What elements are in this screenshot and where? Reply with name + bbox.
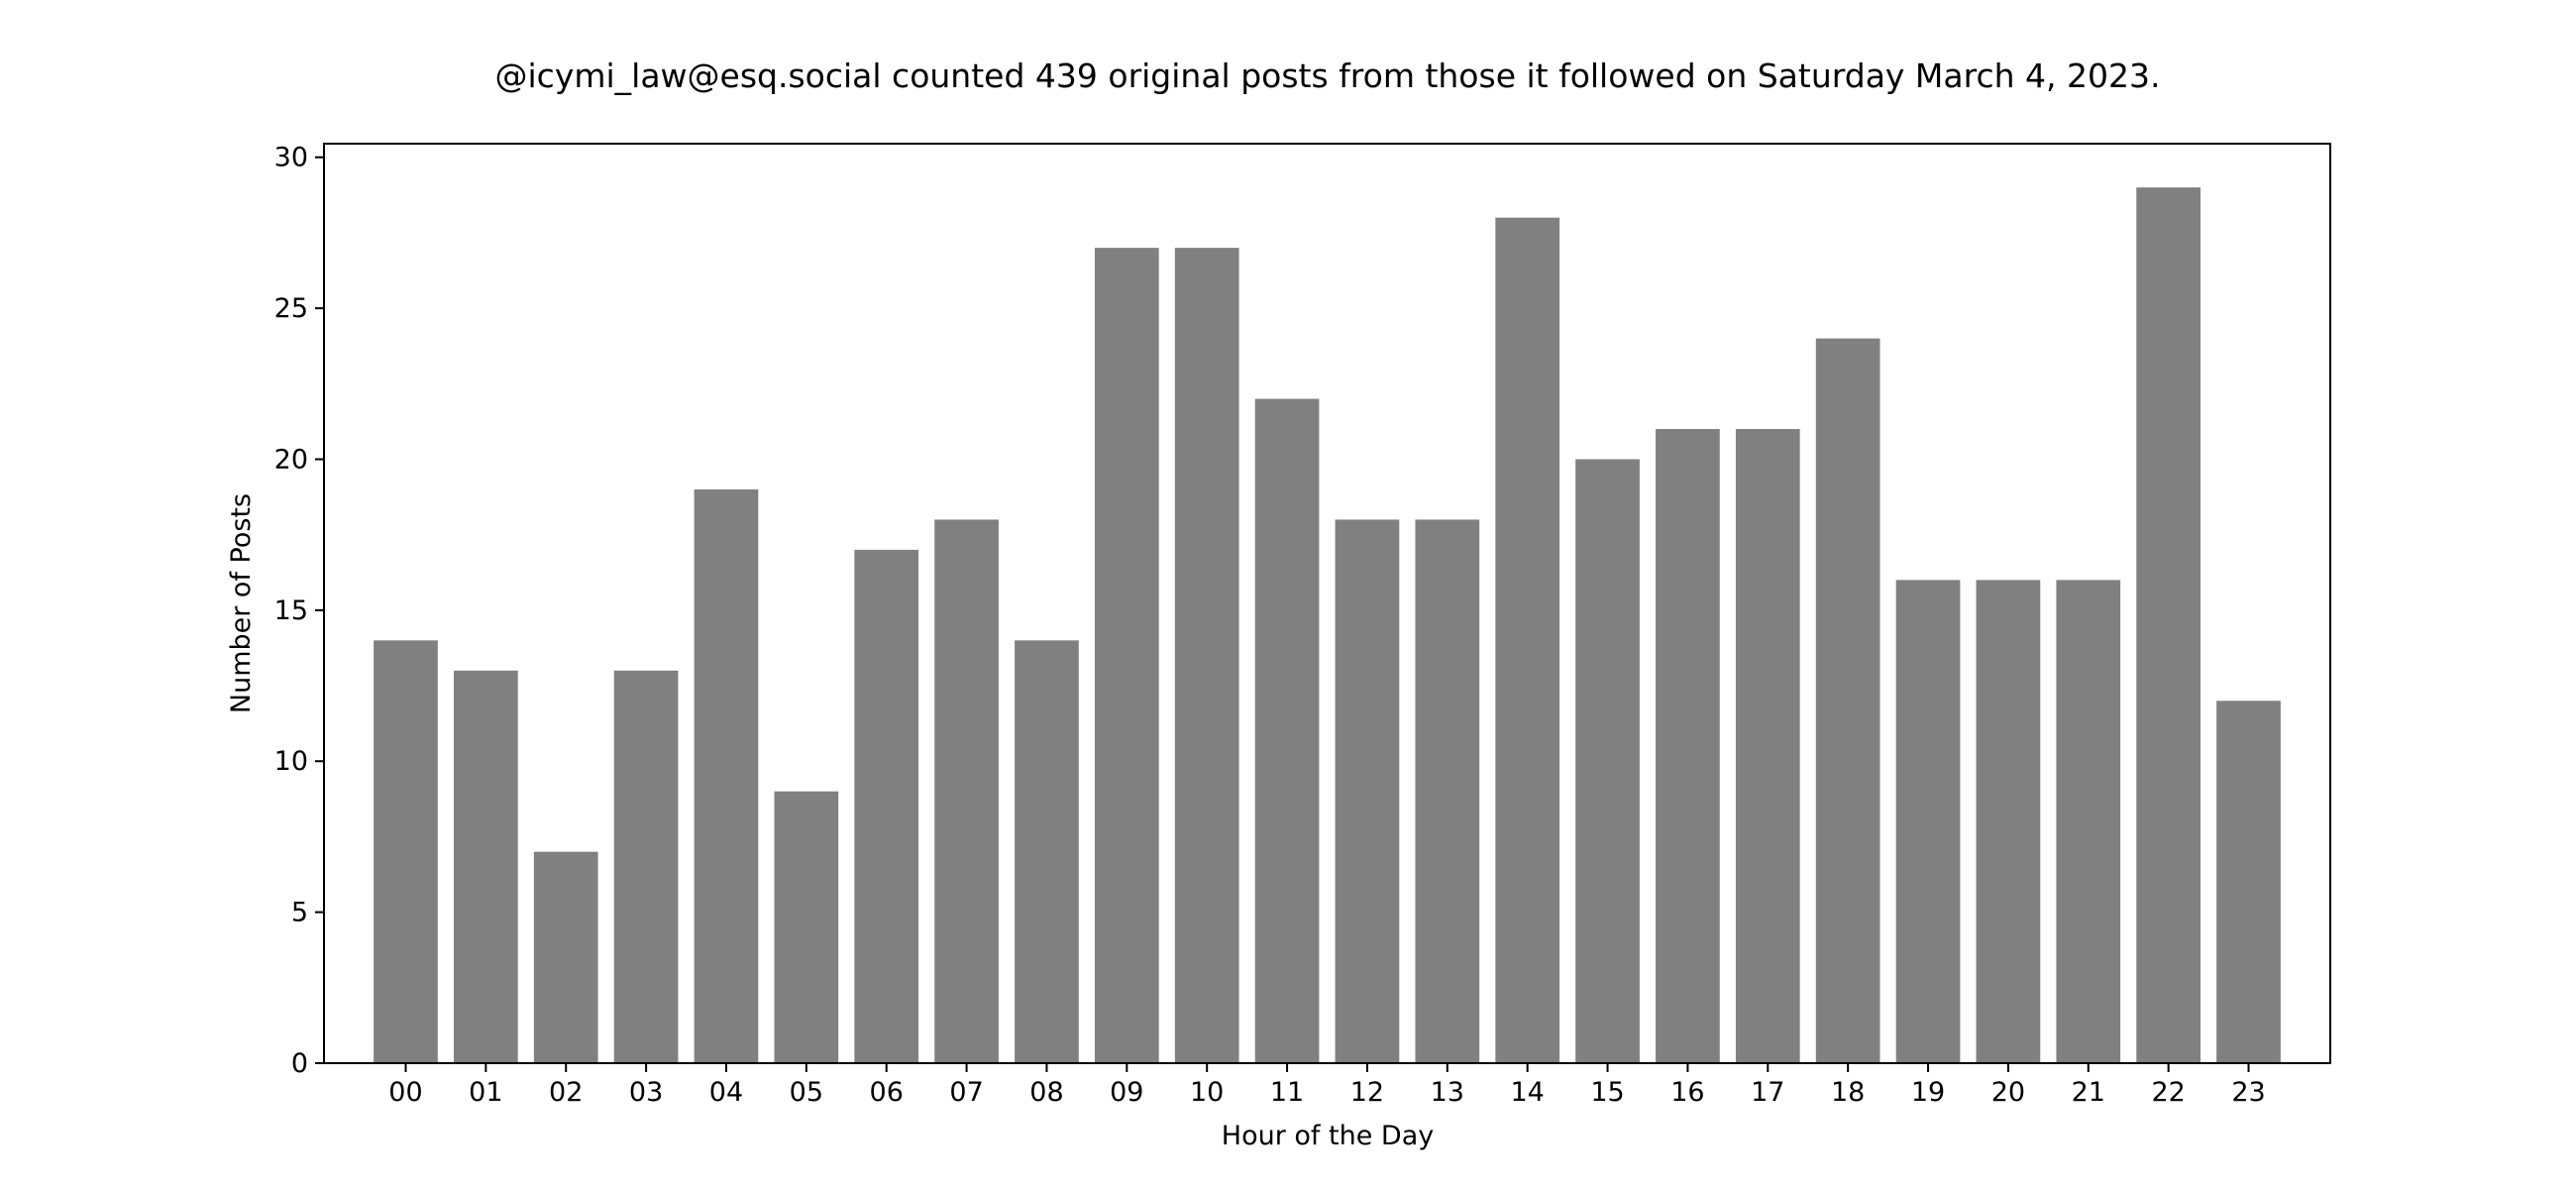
bar-hour-14 bbox=[1495, 217, 1560, 1064]
bar-hour-01 bbox=[454, 670, 518, 1063]
bar-hour-17 bbox=[1735, 429, 1800, 1063]
x-axis-ticks: 00 01 02 03 04 05 06 07 08 09 10 11 12 13 14 15 16 17 18 19… bbox=[388, 1063, 2266, 1108]
x-tick-label: 04 bbox=[709, 1077, 743, 1108]
y-axis-label: Number of Posts bbox=[226, 493, 257, 713]
x-tick-label: 21 bbox=[2072, 1077, 2105, 1108]
bar-hour-02 bbox=[533, 851, 598, 1063]
x-tick-label: 06 bbox=[870, 1077, 904, 1108]
x-tick-label: 03 bbox=[629, 1077, 663, 1108]
x-tick-label: 13 bbox=[1431, 1077, 1464, 1108]
x-tick-label: 00 bbox=[388, 1077, 422, 1108]
bar-hour-18 bbox=[1815, 338, 1880, 1063]
plot-area-frame bbox=[323, 143, 2331, 1064]
x-tick-label: 12 bbox=[1350, 1077, 1384, 1108]
x-tick-label: 23 bbox=[2231, 1077, 2265, 1108]
bar-hour-11 bbox=[1254, 398, 1320, 1063]
bar-hour-06 bbox=[854, 549, 919, 1063]
y-tick-label: 25 bbox=[274, 293, 308, 324]
bars-group bbox=[374, 187, 2281, 1064]
bar-hour-16 bbox=[1656, 429, 1720, 1063]
bar-hour-19 bbox=[1895, 580, 1961, 1063]
bar-hour-13 bbox=[1415, 519, 1480, 1063]
x-axis-label: Hour of the Day bbox=[1222, 1121, 1434, 1151]
y-axis-ticks: 0 5 10 15 20 25 30 bbox=[274, 143, 324, 1079]
x-tick-label: 14 bbox=[1511, 1077, 1545, 1108]
bar-hour-12 bbox=[1335, 519, 1400, 1063]
x-tick-label: 22 bbox=[2151, 1077, 2185, 1108]
x-tick-label: 07 bbox=[949, 1077, 983, 1108]
bar-hour-09 bbox=[1094, 248, 1159, 1063]
chart-title: @icymi_law@esq.social counted 439 origin… bbox=[495, 56, 2161, 95]
bar-hour-04 bbox=[694, 488, 759, 1063]
bar-hour-00 bbox=[374, 640, 438, 1063]
y-tick-label: 20 bbox=[274, 444, 308, 475]
x-tick-label: 02 bbox=[549, 1077, 583, 1108]
x-tick-label: 20 bbox=[1991, 1077, 2025, 1108]
x-tick-label: 09 bbox=[1110, 1077, 1143, 1108]
bar-hour-21 bbox=[2056, 580, 2121, 1063]
x-tick-label: 01 bbox=[469, 1077, 502, 1108]
bar-hour-05 bbox=[774, 791, 839, 1063]
x-tick-label: 17 bbox=[1751, 1077, 1784, 1108]
bar-hour-23 bbox=[2216, 701, 2281, 1063]
bar-hour-10 bbox=[1174, 248, 1239, 1063]
x-tick-label: 10 bbox=[1190, 1077, 1224, 1108]
x-tick-label: 19 bbox=[1911, 1077, 1945, 1108]
bar-hour-20 bbox=[1976, 580, 2041, 1063]
x-tick-label: 08 bbox=[1029, 1077, 1063, 1108]
y-tick-label: 0 bbox=[291, 1048, 308, 1079]
x-tick-label: 18 bbox=[1831, 1077, 1865, 1108]
y-tick-label: 5 bbox=[291, 898, 308, 928]
bar-hour-22 bbox=[2136, 187, 2200, 1063]
bar-hour-15 bbox=[1575, 459, 1640, 1064]
x-tick-label: 05 bbox=[790, 1077, 823, 1108]
y-tick-label: 30 bbox=[274, 143, 308, 173]
x-tick-label: 11 bbox=[1270, 1077, 1304, 1108]
y-tick-label: 15 bbox=[274, 595, 308, 626]
bar-hour-03 bbox=[613, 670, 679, 1063]
x-tick-label: 15 bbox=[1590, 1077, 1624, 1108]
bar-hour-07 bbox=[934, 519, 999, 1063]
y-tick-label: 10 bbox=[274, 746, 308, 777]
bar-hour-08 bbox=[1015, 640, 1079, 1063]
x-tick-label: 16 bbox=[1670, 1077, 1704, 1108]
